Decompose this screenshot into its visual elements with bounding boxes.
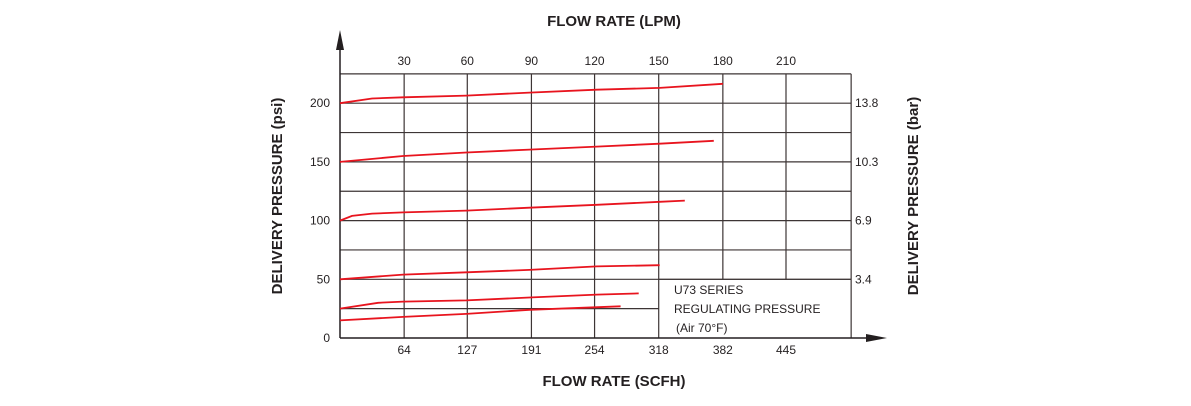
x-axis-top-title: FLOW RATE (LPM)	[547, 13, 681, 30]
series-line	[339, 82, 723, 105]
annotation-line-1: U73 SERIES	[674, 283, 743, 297]
y-right-tick-label: 10.3	[855, 155, 879, 169]
tick-labels: 64 127 191 254 318 382 445 30 60 90 120 150 180 210 0 5…	[310, 54, 879, 357]
x-top-tick-label: 210	[776, 54, 796, 68]
series-line	[339, 292, 639, 310]
x-top-tick-label: 150	[649, 54, 669, 68]
y-right-tick-label: 6.9	[855, 214, 872, 228]
y-tick-label: 100	[310, 214, 330, 228]
x-top-tick-label: 30	[397, 54, 411, 68]
y-tick-label: 200	[310, 96, 330, 110]
x-top-tick-label: 180	[713, 54, 733, 68]
series-line	[339, 305, 621, 322]
y-axis-arrow	[336, 30, 344, 50]
y-axis-right-title: DELIVERY PRESSURE (bar)	[905, 97, 922, 295]
x-tick-label: 254	[585, 343, 605, 357]
annotation-line-3: (Air 70°F)	[676, 321, 727, 335]
y-tick-label: 0	[323, 331, 330, 345]
x-top-tick-label: 120	[585, 54, 605, 68]
y-tick-label: 50	[317, 272, 331, 286]
series-line	[339, 139, 714, 163]
grid	[336, 30, 887, 342]
x-tick-label: 127	[457, 343, 477, 357]
x-tick-label: 64	[397, 343, 411, 357]
x-top-tick-label: 90	[525, 54, 539, 68]
x-tick-label: 382	[713, 343, 733, 357]
x-axis-arrow	[866, 334, 887, 342]
x-tick-label: 445	[776, 343, 796, 357]
annotation: U73 SERIES REGULATING PRESSURE (Air 70°F…	[674, 283, 820, 335]
series-curves	[339, 82, 723, 322]
y-axis-title: DELIVERY PRESSURE (psi)	[269, 98, 286, 295]
annotation-line-2: REGULATING PRESSURE	[674, 302, 820, 316]
x-tick-label: 318	[649, 343, 669, 357]
y-right-tick-label: 3.4	[855, 272, 872, 286]
series-line	[339, 264, 660, 281]
x-top-tick-label: 60	[461, 54, 475, 68]
y-right-tick-label: 13.8	[855, 96, 879, 110]
x-axis-title: FLOW RATE (SCFH)	[542, 373, 685, 390]
y-tick-label: 150	[310, 155, 330, 169]
series-line	[339, 199, 685, 222]
x-tick-label: 191	[521, 343, 541, 357]
